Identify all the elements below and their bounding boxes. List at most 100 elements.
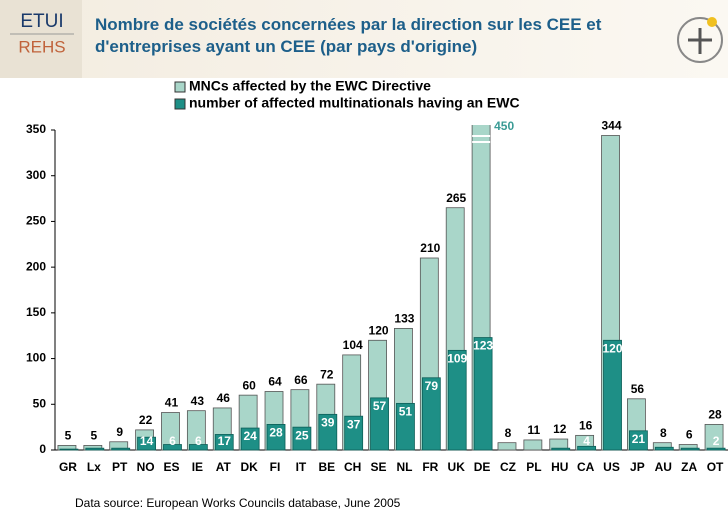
x-tick-label: IE xyxy=(192,460,203,474)
value-label: 79 xyxy=(425,379,439,393)
y-tick-label: 350 xyxy=(26,122,46,136)
value-label: 5 xyxy=(65,429,72,443)
value-label: 450 xyxy=(494,119,514,133)
bar xyxy=(396,402,415,451)
value-label: 39 xyxy=(321,416,335,430)
logo-bottom: REHS xyxy=(18,37,65,56)
bar xyxy=(111,447,131,451)
bar xyxy=(706,447,726,451)
value-label: 6 xyxy=(169,434,176,448)
value-label: 109 xyxy=(447,352,467,366)
x-tick-label: JP xyxy=(630,460,645,474)
plot-area xyxy=(57,125,726,451)
title-box: Nombre de sociétés concernées par la dir… xyxy=(95,15,602,56)
logo-top: ETUI xyxy=(20,11,63,32)
value-label: 51 xyxy=(399,405,413,419)
value-label: 57 xyxy=(373,399,387,413)
legend-label: number of affected multinationals having… xyxy=(189,95,520,111)
x-tick-label: DE xyxy=(474,460,491,474)
x-tick-label: BE xyxy=(318,460,335,474)
x-tick-label: IT xyxy=(296,460,307,474)
value-label: 60 xyxy=(242,378,256,392)
x-tick-label: NO xyxy=(137,460,155,474)
x-tick-label: AU xyxy=(655,460,672,474)
value-label: 9 xyxy=(116,425,123,439)
x-tick-label: FI xyxy=(270,460,281,474)
bar xyxy=(473,337,493,451)
x-tick-label: Lx xyxy=(87,460,101,474)
corner-logo xyxy=(677,17,723,63)
bar xyxy=(370,397,389,451)
x-tick-label: CH xyxy=(344,460,361,474)
x-tick-label: ZA xyxy=(681,460,697,474)
value-label: 8 xyxy=(660,426,667,440)
x-tick-label: FR xyxy=(422,460,438,474)
x-tick-label: AT xyxy=(216,460,232,474)
bar xyxy=(603,339,622,451)
bar xyxy=(318,413,338,451)
value-label: 66 xyxy=(294,373,308,387)
value-label: 104 xyxy=(343,338,363,352)
bar xyxy=(59,448,79,451)
value-label: 210 xyxy=(420,241,440,255)
bar xyxy=(85,447,105,451)
value-label: 46 xyxy=(217,391,231,405)
bar xyxy=(240,427,260,451)
value-label: 16 xyxy=(579,419,593,433)
bar xyxy=(344,415,364,451)
source: Data source: European Works Councils dat… xyxy=(75,496,401,510)
value-label: 24 xyxy=(243,429,257,443)
x-tick-label: PL xyxy=(526,460,541,474)
value-label: 5 xyxy=(90,429,97,443)
bar xyxy=(214,434,234,451)
bar xyxy=(163,444,182,451)
x-tick-label: OT xyxy=(707,460,724,474)
x-tick-label: CZ xyxy=(500,460,516,474)
x-tick-label: NL xyxy=(396,460,412,474)
x-tick-label: DK xyxy=(240,460,258,474)
value-label: 28 xyxy=(269,426,283,440)
header-band xyxy=(0,0,728,78)
bar xyxy=(266,423,286,451)
bar xyxy=(447,349,467,451)
chart-title: Nombre de sociétés concernées par la dir… xyxy=(95,15,602,56)
y-tick-label: 300 xyxy=(26,168,46,182)
value-label: 123 xyxy=(473,339,493,353)
value-label: 56 xyxy=(631,382,645,396)
bar xyxy=(680,447,700,451)
value-label: 64 xyxy=(268,375,282,389)
x-tick-label: SE xyxy=(371,460,387,474)
value-label: 265 xyxy=(446,191,466,205)
y-tick-label: 50 xyxy=(33,396,47,410)
y-tick-label: 250 xyxy=(26,214,46,228)
bar xyxy=(421,377,441,451)
bar xyxy=(654,446,674,451)
value-label: 17 xyxy=(218,434,232,448)
x-tick-label: CA xyxy=(577,460,595,474)
legend-swatch xyxy=(174,98,186,110)
value-label: 6 xyxy=(686,428,693,442)
x-tick-label: GR xyxy=(59,460,77,474)
value-label: 28 xyxy=(708,408,722,422)
value-label: 4 xyxy=(583,434,590,448)
value-label: 22 xyxy=(139,413,153,427)
y-tick-label: 100 xyxy=(26,351,46,365)
x-tick-label: ES xyxy=(163,460,179,474)
y-tick-label: 150 xyxy=(26,305,46,319)
x-tick-label: HU xyxy=(551,460,568,474)
value-label: 11 xyxy=(528,423,541,437)
value-label: 120 xyxy=(369,323,389,337)
y-tick-label: 0 xyxy=(39,442,46,456)
bar xyxy=(497,442,517,451)
bar xyxy=(188,444,208,451)
bar xyxy=(551,447,571,451)
value-label: 14 xyxy=(140,434,154,448)
value-label: 133 xyxy=(394,312,414,326)
legend-label: MNCs affected by the EWC Directive xyxy=(189,78,431,94)
value-label: 37 xyxy=(347,417,361,431)
value-label: 6 xyxy=(195,434,202,448)
value-label: 12 xyxy=(553,422,567,436)
value-label: 120 xyxy=(603,341,623,355)
value-label: 43 xyxy=(191,394,205,408)
